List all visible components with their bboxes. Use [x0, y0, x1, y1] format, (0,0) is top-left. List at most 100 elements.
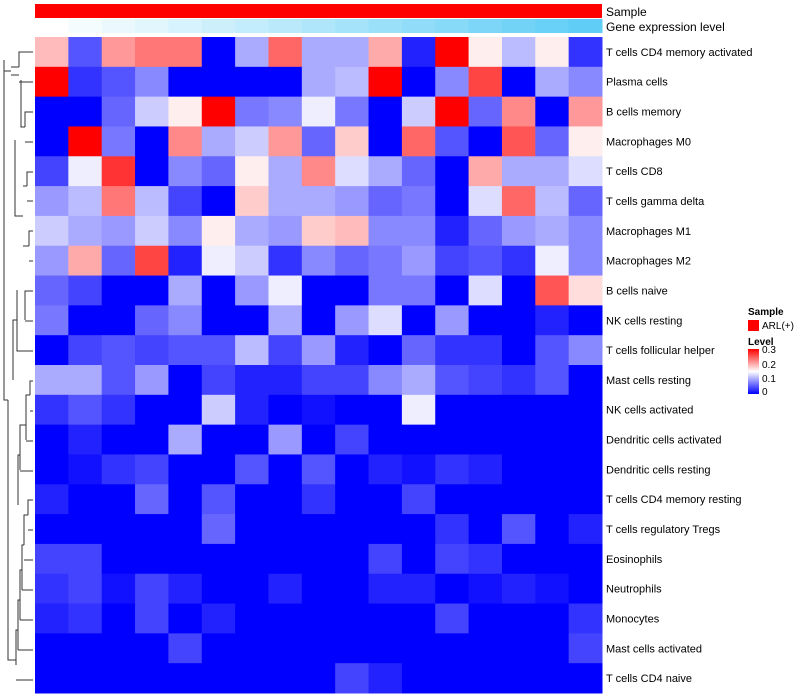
heatmap-cell — [368, 215, 403, 247]
heatmap-cell — [401, 394, 436, 426]
heatmap-cell — [35, 305, 69, 336]
heatmap-cell — [301, 215, 336, 247]
heatmap-cell — [568, 484, 603, 515]
heatmap-cell — [201, 66, 236, 98]
heatmap-cell — [201, 484, 236, 515]
heatmap-cell — [168, 156, 203, 187]
heatmap-cell — [235, 365, 269, 396]
heatmap-cell — [135, 663, 169, 694]
heatmap-cell — [101, 156, 136, 187]
heatmap-cell — [235, 215, 269, 247]
heatmap-cell — [335, 633, 370, 664]
heatmap-cell — [135, 335, 169, 366]
heatmap-cell — [35, 156, 69, 187]
heatmap-cell — [68, 96, 103, 127]
heatmap-cell — [568, 633, 603, 664]
heatmap-cell — [535, 514, 570, 545]
heatmap-cell — [568, 335, 603, 366]
heatmap-cell — [268, 305, 303, 336]
heatmap-cell — [401, 245, 436, 277]
heatmap-cell — [568, 424, 603, 455]
heatmap-cell — [301, 126, 336, 157]
heatmap-cell — [68, 275, 103, 306]
heatmap-cell — [468, 663, 503, 694]
heatmap-cell — [435, 514, 470, 545]
heatmap-cell — [468, 275, 503, 306]
heatmap-cell — [235, 96, 269, 127]
heatmap-cell — [201, 275, 236, 306]
heatmap-cell — [68, 663, 103, 694]
heatmap-cell — [501, 663, 536, 694]
heatmap-cell — [535, 573, 570, 605]
heatmap-cell — [368, 573, 403, 605]
row-label: Mast cells activated — [606, 643, 702, 655]
annotation-tracks: Sample Gene expression level — [35, 4, 725, 34]
heatmap-cell — [401, 573, 436, 605]
heatmap-cell — [535, 96, 570, 127]
heatmap-cell — [501, 394, 536, 426]
heatmap-cell — [335, 275, 370, 306]
heatmap-cell — [435, 275, 470, 306]
heatmap-cell — [168, 514, 203, 545]
heatmap-cell — [268, 335, 303, 366]
heatmap-cell — [468, 126, 503, 157]
heatmap-cell — [468, 305, 503, 336]
row-label: T cells regulatory Tregs — [606, 524, 721, 536]
heatmap-cell — [135, 454, 169, 485]
heatmap-cell — [68, 573, 103, 605]
row-label: B cells memory — [606, 107, 682, 119]
heatmap-cell — [168, 305, 203, 336]
heatmap-cell — [501, 365, 536, 396]
heatmap-cell — [401, 275, 436, 306]
row-label: Macrophages M2 — [606, 256, 691, 268]
heatmap-cell — [301, 96, 336, 127]
heatmap-cell — [568, 186, 603, 217]
heatmap-cell — [68, 186, 103, 217]
heatmap-cell — [135, 245, 169, 277]
heatmap-cell — [201, 186, 236, 217]
heatmap-cell — [68, 305, 103, 336]
heatmap-cell — [435, 215, 470, 247]
heatmap-cell — [101, 365, 136, 396]
heatmap-cell — [235, 543, 269, 575]
heatmap-cell — [401, 215, 436, 247]
heatmap-cell — [368, 633, 403, 664]
legend-sample-title: Sample — [748, 307, 784, 318]
heatmap-cell — [201, 305, 236, 336]
heatmap-cell — [468, 37, 503, 68]
sample-annotation-bar — [35, 4, 602, 18]
heatmap-cell — [335, 394, 370, 426]
heatmap-cell — [235, 186, 269, 217]
heatmap-cell — [168, 394, 203, 426]
heatmap-cell — [135, 66, 169, 98]
heatmap-cell — [468, 603, 503, 634]
heatmap-cell — [468, 215, 503, 247]
heatmap-cell — [568, 573, 603, 605]
heatmap-cell — [401, 156, 436, 187]
heatmap-cell — [301, 543, 336, 575]
heatmap-cell — [68, 514, 103, 545]
heatmap-cell — [468, 394, 503, 426]
heatmap-cell — [368, 186, 403, 217]
heatmap-cell — [268, 126, 303, 157]
heatmap-cell — [335, 543, 370, 575]
heatmap-cell — [201, 454, 236, 485]
heatmap-cell — [401, 484, 436, 515]
heatmap-cell — [101, 126, 136, 157]
heatmap-cell — [401, 454, 436, 485]
heatmap-cell — [401, 126, 436, 157]
heatmap-cell — [301, 573, 336, 605]
heatmap-cell — [368, 454, 403, 485]
heatmap-cell — [435, 573, 470, 605]
heatmap-cell — [568, 603, 603, 634]
heatmap-cell — [535, 663, 570, 694]
heatmap-cell — [201, 96, 236, 127]
heatmap-cell — [401, 305, 436, 336]
heatmap-cell — [101, 66, 136, 98]
heatmap-cell — [168, 365, 203, 396]
expression-annotation-cell — [135, 19, 169, 33]
heatmap-cell — [401, 633, 436, 664]
heatmap-cell — [301, 156, 336, 187]
heatmap-cell — [501, 543, 536, 575]
heatmap-cell — [368, 245, 403, 277]
